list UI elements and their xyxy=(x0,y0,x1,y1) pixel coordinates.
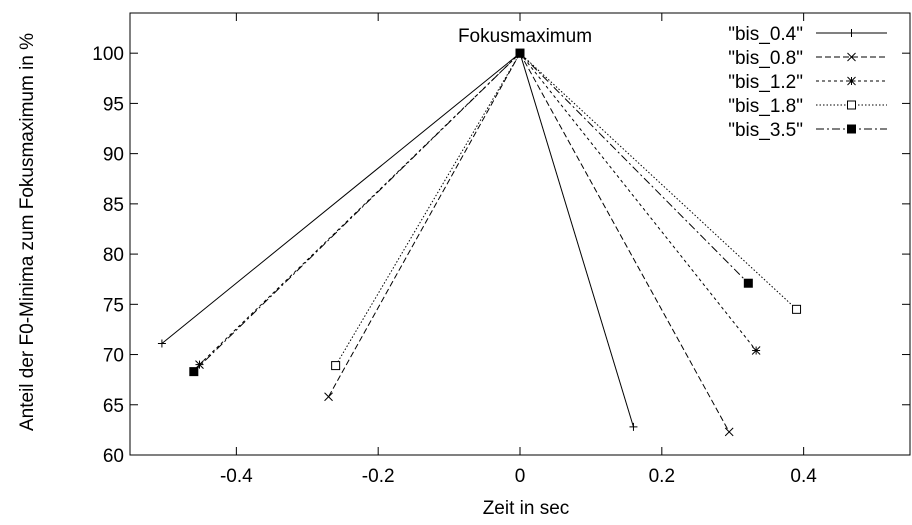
data-point xyxy=(324,392,333,402)
series-line xyxy=(328,52,521,397)
data-point xyxy=(847,124,856,134)
legend-label: "bis_0.8" xyxy=(728,48,803,69)
series-layer xyxy=(157,48,802,437)
series-5 xyxy=(189,48,753,377)
x-tick-label: -0.4 xyxy=(220,466,253,487)
legend-item-3: "bis_1.2" xyxy=(728,72,887,93)
legend-item-5: "bis_3.5" xyxy=(728,120,887,141)
data-point xyxy=(331,361,341,371)
y-tick-label: 80 xyxy=(103,245,124,266)
x-tick-label: 0 xyxy=(515,466,526,487)
y-axis-label: Anteil der F0-Minima zum Fokusmaximum in… xyxy=(17,33,38,431)
x-tick-label: -0.2 xyxy=(362,466,395,487)
y-tick-label: 70 xyxy=(103,346,124,367)
legend-label: "bis_1.2" xyxy=(728,72,803,93)
data-point xyxy=(743,278,753,288)
legend-item-4: "bis_1.8" xyxy=(728,96,887,117)
data-point xyxy=(515,48,525,58)
legend-label: "bis_3.5" xyxy=(728,120,803,141)
legend-item-2: "bis_0.8" xyxy=(728,48,887,69)
series-3 xyxy=(195,48,761,369)
data-point xyxy=(847,100,856,110)
data-point xyxy=(724,427,734,437)
y-tick-label: 100 xyxy=(92,44,124,65)
data-point xyxy=(629,422,638,431)
data-point xyxy=(157,339,166,348)
y-axis-ticks: 60 65 70 75 80 85 90 95 100 xyxy=(92,44,910,467)
y-tick-label: 60 xyxy=(103,446,124,467)
y-tick-label: 95 xyxy=(103,94,124,115)
series-line xyxy=(519,52,757,351)
series-line xyxy=(519,52,749,284)
series-2 xyxy=(324,48,734,437)
series-line xyxy=(519,52,730,433)
y-tick-label: 75 xyxy=(103,295,124,316)
series-1 xyxy=(157,49,638,431)
legend-label: "bis_0.4" xyxy=(728,24,803,45)
x-tick-label: 0.2 xyxy=(649,466,675,487)
y-tick-label: 90 xyxy=(103,145,124,166)
data-point xyxy=(751,346,761,355)
series-line xyxy=(199,52,521,365)
series-line xyxy=(193,52,521,372)
data-point xyxy=(189,367,199,377)
fokusmaximum-annotation: Fokusmaximum xyxy=(458,26,592,47)
data-point xyxy=(847,29,856,37)
y-tick-label: 85 xyxy=(103,195,124,216)
data-point xyxy=(792,304,802,314)
x-tick-label: 0.4 xyxy=(790,466,817,487)
series-line xyxy=(519,53,634,428)
legend-item-1: "bis_0.4" xyxy=(728,24,887,45)
data-point xyxy=(195,360,204,369)
legend-label: "bis_1.8" xyxy=(728,96,803,117)
series-line xyxy=(335,52,521,366)
data-point xyxy=(847,52,856,62)
y-tick-label: 65 xyxy=(103,396,124,417)
legend: "bis_0.4" "bis_0.8" "bis_1.2" "bis_1.8" "bis… xyxy=(728,24,887,141)
data-point xyxy=(847,76,856,86)
x-axis-label: Zeit in sec xyxy=(483,498,570,519)
x-axis-ticks: -0.4 -0.2 0 0.2 0.4 xyxy=(220,13,817,487)
series-line xyxy=(161,52,521,344)
